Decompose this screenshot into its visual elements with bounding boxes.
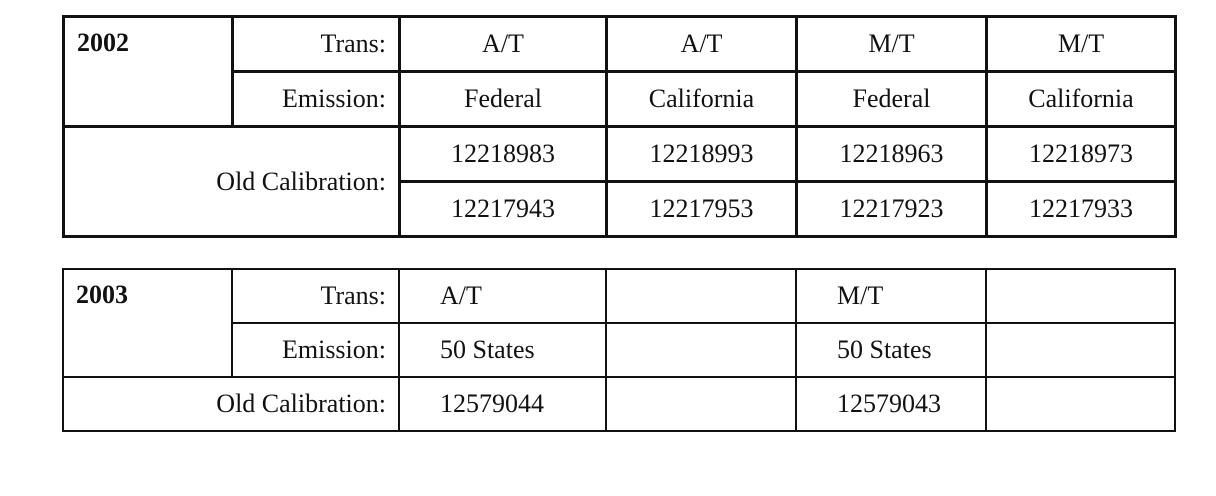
trans-row: 2003 Trans: A/T M/T: [62, 268, 1176, 378]
trans-cell: A/T: [398, 15, 608, 73]
emission-cell: Federal: [398, 70, 608, 128]
year-cell: 2003: [62, 268, 233, 378]
year-cell: 2002: [62, 15, 234, 128]
calibration-table-2003: 2003 Trans: A/T M/T Emission: 50 States …: [62, 268, 1176, 432]
trans-cell: M/T: [985, 15, 1177, 73]
emission-cell: [985, 322, 1176, 378]
emission-cell: California: [985, 70, 1177, 128]
emission-cell: Federal: [795, 70, 988, 128]
emission-cell: California: [605, 70, 798, 128]
calibration-table-2002: 2002 Trans: A/T A/T M/T M/T Emission: Fe…: [62, 15, 1177, 238]
calibration-cell: 12217953: [605, 180, 798, 238]
trans-label: Trans:: [231, 268, 400, 324]
emission-label: Emission:: [231, 322, 400, 378]
calibration-cell: 12579043: [795, 376, 987, 432]
calibration-cell: 12218983: [398, 125, 608, 183]
trans-cell: A/T: [398, 268, 607, 324]
emission-label: Emission:: [231, 70, 401, 128]
calibration-row: Old Calibration: 12218983 12218993 12218…: [62, 125, 1177, 238]
calibration-label: Old Calibration:: [62, 125, 401, 238]
calibration-cell: 12218963: [795, 125, 988, 183]
trans-label: Trans:: [231, 15, 401, 73]
calibration-cell: 12579044: [398, 376, 607, 432]
trans-cell: [605, 268, 797, 324]
calibration-cell: [605, 376, 797, 432]
calibration-cell: 12217923: [795, 180, 988, 238]
calibration-cell: 12218993: [605, 125, 798, 183]
emission-row: Emission: Federal California Federal Cal…: [64, 70, 1177, 128]
trans-row: 2002 Trans: A/T A/T M/T M/T: [62, 15, 1177, 128]
emission-row: Emission: 50 States 50 States: [63, 322, 1176, 378]
emission-cell: 50 States: [398, 322, 607, 378]
trans-cell: [985, 268, 1176, 324]
calibration-label: Old Calibration:: [62, 376, 400, 432]
emission-cell: [605, 322, 797, 378]
calibration-row: 12217943 12217953 12217923 12217933: [64, 180, 1177, 238]
trans-cell: M/T: [795, 268, 987, 324]
calibration-cell: [985, 376, 1176, 432]
calibration-cell: 12218973: [985, 125, 1177, 183]
calibration-cell: 12217933: [985, 180, 1177, 238]
trans-cell: M/T: [795, 15, 988, 73]
trans-cell: A/T: [605, 15, 798, 73]
emission-cell: 50 States: [795, 322, 987, 378]
calibration-row: Old Calibration: 12579044 12579043: [62, 376, 1176, 432]
calibration-cell: 12217943: [398, 180, 608, 238]
